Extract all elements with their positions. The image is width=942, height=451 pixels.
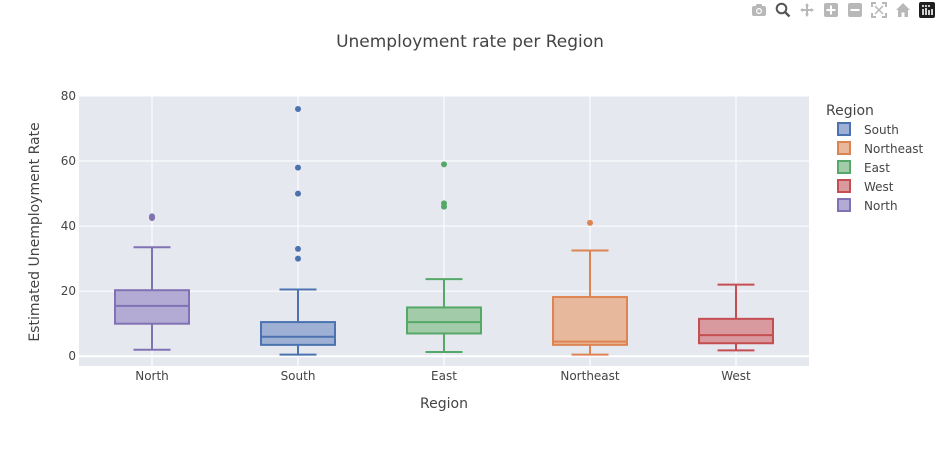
box-iqr [552, 296, 628, 346]
outlier-point [441, 161, 447, 168]
y-axis-label: Estimated Unemployment Rate [27, 122, 43, 341]
outlier-point [295, 164, 301, 171]
box-south[interactable] [260, 106, 336, 356]
legend: Region South Northeast East West North [826, 103, 924, 213]
legend-swatch [837, 179, 851, 193]
camera-icon[interactable] [750, 1, 768, 19]
box-iqr [698, 317, 774, 345]
y-tick-label: 80 [61, 89, 76, 103]
y-tick-label: 60 [61, 154, 76, 168]
zoom-in-icon[interactable] [822, 1, 840, 19]
box-northeast[interactable] [552, 219, 628, 356]
y-tick-label: 20 [61, 284, 76, 298]
legend-item-east[interactable]: East [837, 160, 890, 175]
legend-item-north[interactable]: North [837, 198, 898, 213]
autoscale-icon[interactable] [870, 1, 888, 19]
legend-item-west[interactable]: West [837, 179, 894, 194]
box-iqr [406, 306, 482, 335]
outlier-point [295, 245, 301, 252]
plotly-logo-icon[interactable] [918, 1, 936, 19]
legend-item-northeast[interactable]: Northeast [837, 141, 924, 156]
outlier-point [149, 213, 155, 220]
legend-label: East [864, 161, 890, 175]
outlier-point [295, 190, 301, 197]
outlier-point [587, 219, 593, 226]
outlier-point [295, 255, 301, 262]
pan-icon[interactable] [798, 1, 816, 19]
legend-label: South [864, 123, 899, 137]
legend-item-south[interactable]: South [837, 122, 899, 137]
box-north[interactable] [114, 213, 190, 351]
zoom-out-icon[interactable] [846, 1, 864, 19]
box-iqr [260, 321, 336, 346]
modebar [750, 0, 942, 20]
x-tick-label: South [281, 369, 316, 383]
legend-swatch [837, 198, 851, 212]
legend-swatch [837, 122, 851, 136]
box-east[interactable] [406, 161, 482, 354]
x-tick-label: West [721, 369, 751, 383]
x-tick-label: Northeast [560, 369, 620, 383]
y-tick-label: 40 [61, 219, 76, 233]
legend-swatch [837, 160, 851, 174]
x-axis-label: Region [420, 396, 468, 412]
legend-label: West [864, 180, 894, 194]
legend-swatch [837, 141, 851, 155]
y-tick-label: 0 [68, 349, 76, 363]
legend-title: Region [826, 103, 874, 119]
plot-area[interactable]: 0 20 40 60 80 North South East Northeast West [61, 89, 809, 383]
x-tick-label: East [431, 369, 457, 383]
legend-label: Northeast [864, 142, 924, 156]
zoom-icon[interactable] [774, 1, 792, 19]
chart-title: Unemployment rate per Region [336, 32, 604, 52]
box-iqr [114, 289, 190, 325]
x-tick-label: North [135, 369, 169, 383]
outlier-point [295, 106, 301, 113]
outlier-point [441, 200, 447, 207]
legend-label: North [864, 199, 898, 213]
box-west[interactable] [698, 283, 774, 352]
reset-axes-icon[interactable] [894, 1, 912, 19]
